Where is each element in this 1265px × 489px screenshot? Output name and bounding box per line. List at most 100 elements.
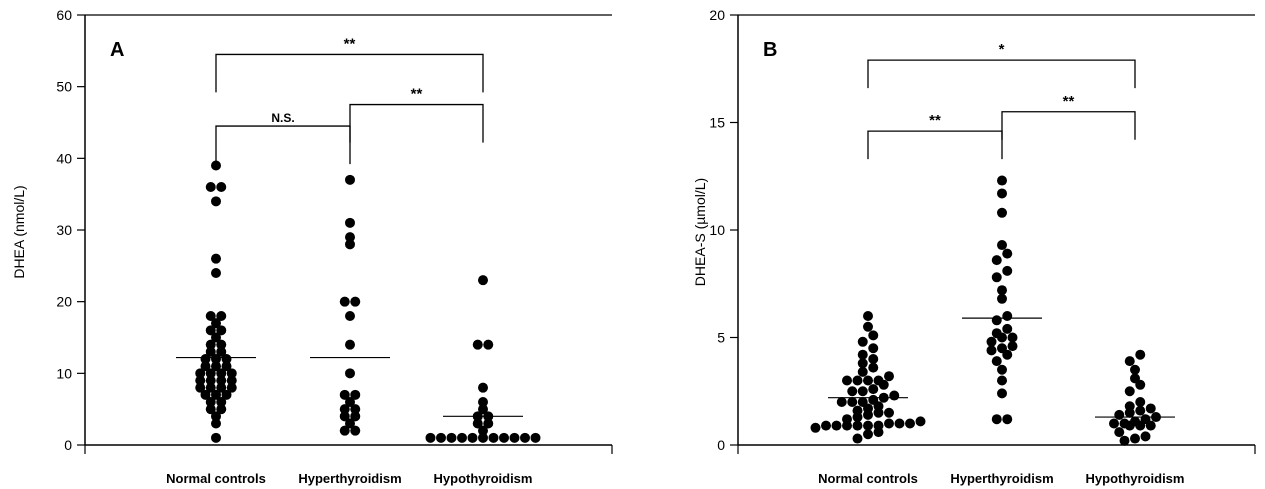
data-point — [478, 425, 488, 436]
data-point — [1002, 414, 1013, 425]
data-point — [216, 375, 227, 386]
significance-bracket — [349, 103, 484, 143]
data-point — [345, 217, 355, 228]
data-point — [216, 368, 227, 379]
y-tick-label: 60 — [56, 7, 72, 23]
data-point — [1002, 248, 1013, 259]
data-point — [211, 318, 221, 329]
data-point — [345, 418, 355, 429]
data-point — [200, 354, 211, 364]
data-point — [905, 418, 915, 429]
y-tick-label: 10 — [56, 365, 72, 381]
data-point — [216, 182, 227, 192]
data-point — [997, 240, 1007, 251]
data-point — [863, 321, 873, 332]
data-point — [226, 382, 237, 393]
data-point — [852, 405, 863, 416]
data-point — [345, 239, 355, 250]
y-ticks: 0 10 20 30 40 50 60 — [56, 7, 85, 453]
data-point — [863, 311, 873, 321]
data-point — [997, 285, 1007, 296]
data-point — [986, 345, 997, 356]
data-point — [991, 315, 1002, 326]
data-point — [873, 375, 884, 386]
data-point — [842, 375, 852, 386]
data-point — [205, 182, 216, 192]
y-tick-label: 50 — [56, 79, 72, 95]
category-label: Hyperthyroidism — [950, 471, 1053, 486]
data-point — [997, 388, 1007, 399]
data-point — [226, 375, 237, 386]
significance-brackets: ***** — [867, 41, 1136, 160]
data-point — [997, 207, 1007, 218]
axes — [84, 14, 613, 454]
significance-bracket — [1001, 111, 1136, 140]
data-point — [1130, 433, 1140, 444]
data-point — [350, 425, 361, 436]
mean-lines — [176, 356, 523, 417]
data-point — [1114, 409, 1125, 420]
data-point — [857, 397, 868, 407]
panel-b: DHEA-S (µmol/L) B 0 5 10 15 20 Normal contro… — [692, 7, 1256, 486]
data-point — [1124, 386, 1135, 397]
y-tick-label: 15 — [709, 115, 725, 131]
data-point — [997, 343, 1007, 354]
data-point — [915, 416, 926, 427]
data-point — [1002, 323, 1013, 334]
data-point — [1135, 405, 1146, 416]
data-point — [842, 414, 852, 425]
data-point — [1114, 427, 1125, 438]
data-point — [1130, 364, 1140, 375]
data-point — [200, 389, 211, 400]
data-point — [483, 339, 494, 350]
data-point — [472, 418, 483, 429]
data-point — [1130, 373, 1140, 384]
data-point — [868, 384, 879, 395]
data-point — [221, 354, 232, 364]
data-point — [211, 418, 221, 429]
data-point — [1119, 418, 1130, 429]
y-tick-label: 0 — [64, 437, 72, 453]
data-point — [339, 411, 350, 422]
data-point — [884, 371, 894, 382]
data-point — [1124, 401, 1135, 412]
data-point — [205, 325, 216, 336]
data-point — [211, 268, 221, 278]
axes — [737, 14, 1256, 454]
data-point — [457, 432, 467, 443]
data-point — [345, 368, 355, 379]
y-tick-label: 5 — [717, 330, 725, 346]
data-point — [1145, 403, 1156, 414]
data-point — [991, 356, 1002, 367]
y-tick-label: 0 — [717, 437, 725, 453]
data-point — [1002, 311, 1013, 321]
category-label: Hypothyroidism — [1086, 471, 1185, 486]
category-labels: Normal controls Hyperthyroidism Hypothyroi… — [166, 471, 532, 486]
data-point — [216, 382, 227, 393]
data-point — [211, 389, 221, 400]
data-point — [345, 397, 355, 407]
data-point — [216, 339, 227, 350]
panel-letter: A — [110, 39, 124, 61]
data-point — [884, 418, 894, 429]
data-point — [863, 429, 873, 440]
data-point — [997, 175, 1007, 186]
data-point — [873, 420, 884, 431]
significance-bracket — [215, 53, 484, 93]
data-point — [345, 174, 355, 185]
data-points — [810, 175, 1161, 446]
data-point — [810, 422, 821, 433]
data-point — [478, 397, 488, 407]
data-point — [831, 420, 842, 431]
data-point — [991, 272, 1002, 283]
data-point — [991, 328, 1002, 339]
data-point — [345, 339, 355, 350]
data-point — [1007, 332, 1018, 343]
data-point — [986, 336, 997, 347]
data-point — [350, 296, 361, 307]
data-point — [205, 397, 216, 407]
category-label: Hyperthyroidism — [298, 471, 401, 486]
data-point — [195, 382, 206, 393]
data-point — [997, 188, 1007, 199]
data-point — [868, 354, 879, 364]
